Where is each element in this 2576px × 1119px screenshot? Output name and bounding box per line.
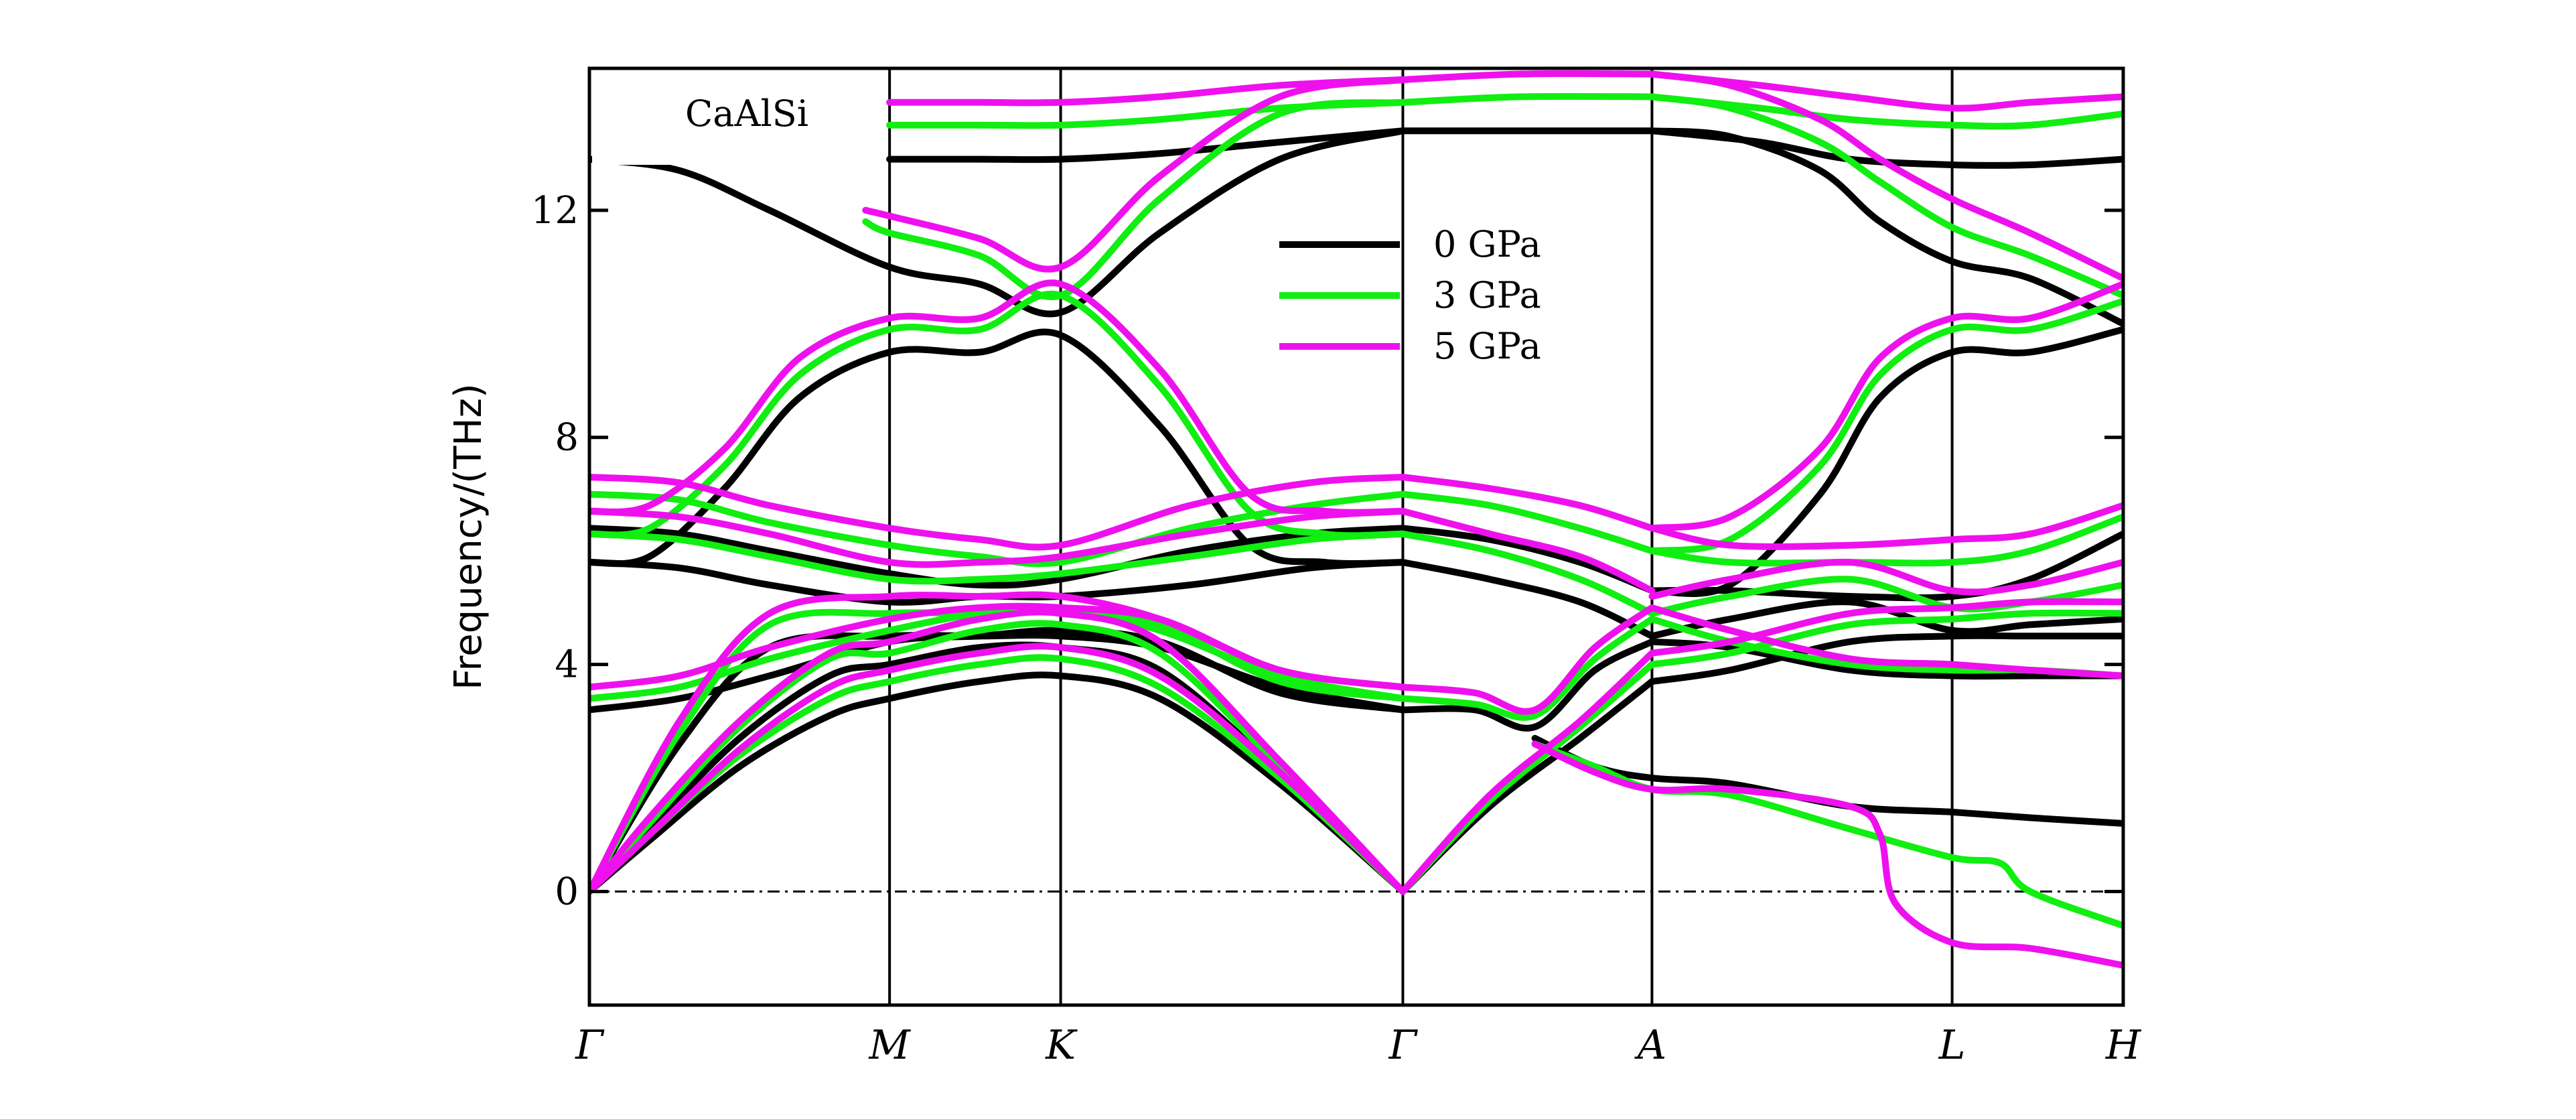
phonon-band-line (1648, 513, 2123, 567)
phonon-band-line (1399, 638, 1656, 732)
series-5-gpa (589, 70, 2123, 969)
phonon-band-line (589, 620, 1407, 895)
phonon-band-line (589, 328, 1407, 568)
phonon-band-line (1648, 530, 2123, 602)
phonon-band-line (1399, 559, 1656, 640)
phonon-band-line (589, 490, 1407, 568)
phonon-band-line (1399, 507, 1656, 594)
x-tick-label: A (1634, 1022, 1666, 1069)
phonon-band-line (1399, 490, 1656, 555)
phonon-band-line (589, 603, 1407, 895)
phonon-band-line (1648, 638, 2123, 680)
phonon-band-line (1531, 740, 2123, 969)
phonon-band-line (1648, 632, 2123, 685)
phonon-band-line (589, 474, 1407, 551)
phonon-band-line (1648, 326, 2123, 597)
phonon-band-line (1648, 93, 2123, 299)
phonon-band-line (1399, 92, 1656, 106)
plot-frame (587, 66, 2125, 1007)
x-tick-label: Γ (1388, 1022, 1419, 1069)
phonon-band-line (589, 643, 1407, 895)
x-tick-label: H (2105, 1022, 2142, 1069)
phonon-band-line (1648, 70, 2123, 112)
phonon-band-line (589, 279, 1407, 516)
phonon-band-line (1648, 127, 2123, 170)
phonon-band-line (589, 608, 1407, 895)
phonon-band-line (1399, 604, 1656, 715)
y-tick-label: 0 (555, 870, 579, 914)
phonon-band-line (862, 98, 1407, 300)
phonon-band-line (1531, 740, 2123, 929)
phonon-band-line (1648, 298, 2123, 555)
phonon-band-line (886, 98, 1407, 129)
phonon-band-line (1648, 502, 2123, 550)
phonon-band-line (1648, 598, 2123, 657)
y-tick-label: 12 (531, 189, 579, 233)
inset-label-box (592, 71, 873, 165)
phonon-band-line (589, 632, 1407, 895)
phonon-band-line (589, 127, 1407, 318)
legend-label: 3 GPa (1433, 274, 1541, 316)
legend-label: 5 GPa (1433, 325, 1541, 367)
series-0-gpa (589, 127, 2123, 895)
phonon-band-line (1399, 615, 1656, 721)
x-tick-label: M (868, 1022, 911, 1069)
y-axis-title: Frequency/(THz) (447, 383, 490, 690)
phonon-band-line (589, 591, 1407, 895)
phonon-band-line (1399, 70, 1656, 83)
y-tick-label: 8 (555, 416, 579, 460)
phonon-band-line (589, 671, 1407, 895)
x-tick-label: Γ (575, 1022, 605, 1069)
phonon-band-line (1399, 649, 1656, 895)
phonon-band-line (1399, 474, 1656, 532)
phonon-band-line (1648, 609, 2123, 668)
phonon-band-line (1648, 93, 2123, 130)
phonon-band-line (589, 525, 1407, 589)
phonon-band-line (589, 290, 1407, 539)
phonon-band-line (1648, 604, 2123, 679)
y-tick-label: 4 (555, 643, 579, 687)
phonon-band-line (886, 127, 1407, 163)
phonon-band-line (1648, 558, 2123, 600)
phonon-band-line (589, 507, 1407, 568)
phonon-band-line (886, 76, 1407, 107)
x-tick-label: L (1938, 1022, 1966, 1069)
phonon-band-line (589, 530, 1407, 585)
legend-label: 0 GPa (1433, 223, 1541, 265)
phonon-band-line (862, 76, 1407, 273)
phonon-band-line (1399, 530, 1656, 617)
inset-label-text: CaAlSi (685, 92, 808, 135)
phonon-band-line (1648, 281, 2123, 532)
x-tick-label: K (1045, 1022, 1078, 1069)
